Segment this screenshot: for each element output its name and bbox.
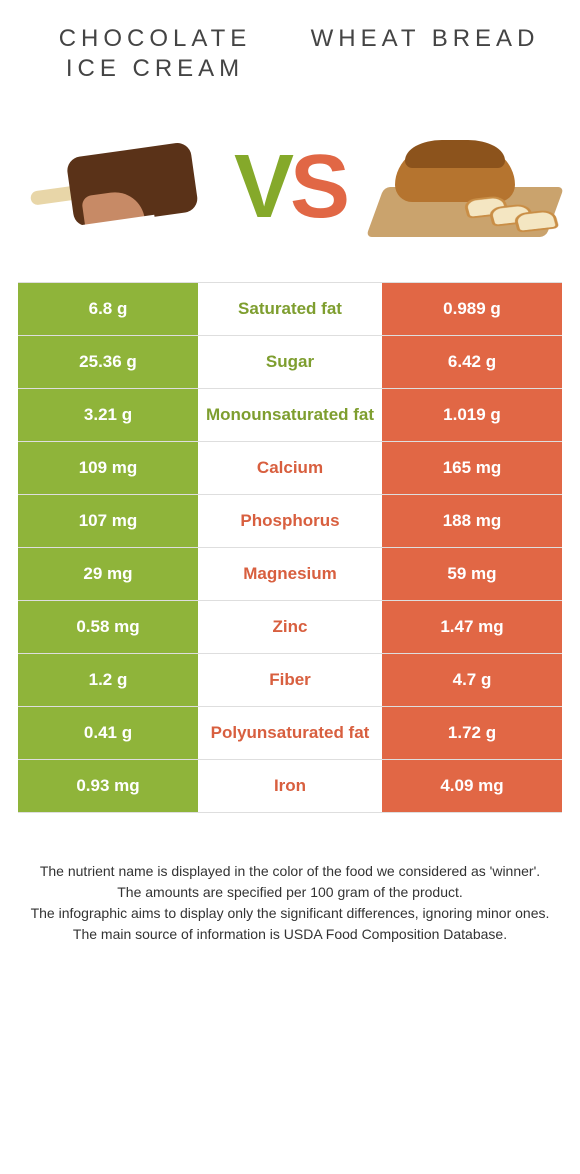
- left-value: 0.58 mg: [18, 601, 198, 653]
- table-row: 1.2 gFiber4.7 g: [18, 654, 562, 707]
- right-value: 0.989 g: [382, 283, 562, 335]
- left-value: 1.2 g: [18, 654, 198, 706]
- ice-cream-bar-icon: [25, 131, 206, 244]
- right-value: 165 mg: [382, 442, 562, 494]
- left-food-illustration: [20, 142, 210, 232]
- table-row: 29 mgMagnesium59 mg: [18, 548, 562, 601]
- titles-row: CHOCOLATE ICE CREAM WHEAT BREAD: [0, 0, 580, 92]
- table-row: 0.93 mgIron4.09 mg: [18, 760, 562, 813]
- table-row: 0.58 mgZinc1.47 mg: [18, 601, 562, 654]
- left-value: 3.21 g: [18, 389, 198, 441]
- table-row: 107 mgPhosphorus188 mg: [18, 495, 562, 548]
- footer-line: The main source of information is USDA F…: [30, 924, 550, 945]
- right-value: 4.7 g: [382, 654, 562, 706]
- right-value: 1.72 g: [382, 707, 562, 759]
- footer-line: The infographic aims to display only the…: [30, 903, 550, 924]
- right-value: 188 mg: [382, 495, 562, 547]
- nutrient-label: Iron: [198, 760, 382, 812]
- table-row: 0.41 gPolyunsaturated fat1.72 g: [18, 707, 562, 760]
- nutrient-label: Saturated fat: [198, 283, 382, 335]
- nutrient-label: Fiber: [198, 654, 382, 706]
- left-food-title: CHOCOLATE ICE CREAM: [40, 24, 270, 84]
- left-value: 109 mg: [18, 442, 198, 494]
- nutrient-label: Phosphorus: [198, 495, 382, 547]
- left-value: 29 mg: [18, 548, 198, 600]
- right-food-illustration: [370, 132, 560, 242]
- right-value: 4.09 mg: [382, 760, 562, 812]
- nutrient-label: Monounsaturated fat: [198, 389, 382, 441]
- nutrient-label: Sugar: [198, 336, 382, 388]
- nutrient-label: Calcium: [198, 442, 382, 494]
- nutrient-label: Polyunsaturated fat: [198, 707, 382, 759]
- left-value: 107 mg: [18, 495, 198, 547]
- nutrient-label: Zinc: [198, 601, 382, 653]
- right-value: 1.47 mg: [382, 601, 562, 653]
- comparison-table: 6.8 gSaturated fat0.989 g25.36 gSugar6.4…: [18, 282, 562, 813]
- vs-label: VS: [234, 142, 346, 232]
- footer-line: The nutrient name is displayed in the co…: [30, 861, 550, 882]
- left-value: 6.8 g: [18, 283, 198, 335]
- table-row: 109 mgCalcium165 mg: [18, 442, 562, 495]
- left-value: 0.41 g: [18, 707, 198, 759]
- table-row: 6.8 gSaturated fat0.989 g: [18, 283, 562, 336]
- vs-s: S: [290, 137, 346, 237]
- left-value: 25.36 g: [18, 336, 198, 388]
- table-row: 3.21 gMonounsaturated fat1.019 g: [18, 389, 562, 442]
- right-value: 6.42 g: [382, 336, 562, 388]
- left-value: 0.93 mg: [18, 760, 198, 812]
- nutrient-label: Magnesium: [198, 548, 382, 600]
- table-row: 25.36 gSugar6.42 g: [18, 336, 562, 389]
- footer-notes: The nutrient name is displayed in the co…: [30, 861, 550, 945]
- right-value: 59 mg: [382, 548, 562, 600]
- bread-loaf-icon: [370, 132, 560, 242]
- vs-v: V: [234, 137, 290, 237]
- hero-row: VS: [0, 92, 580, 282]
- right-value: 1.019 g: [382, 389, 562, 441]
- right-food-title: WHEAT BREAD: [310, 24, 540, 84]
- footer-line: The amounts are specified per 100 gram o…: [30, 882, 550, 903]
